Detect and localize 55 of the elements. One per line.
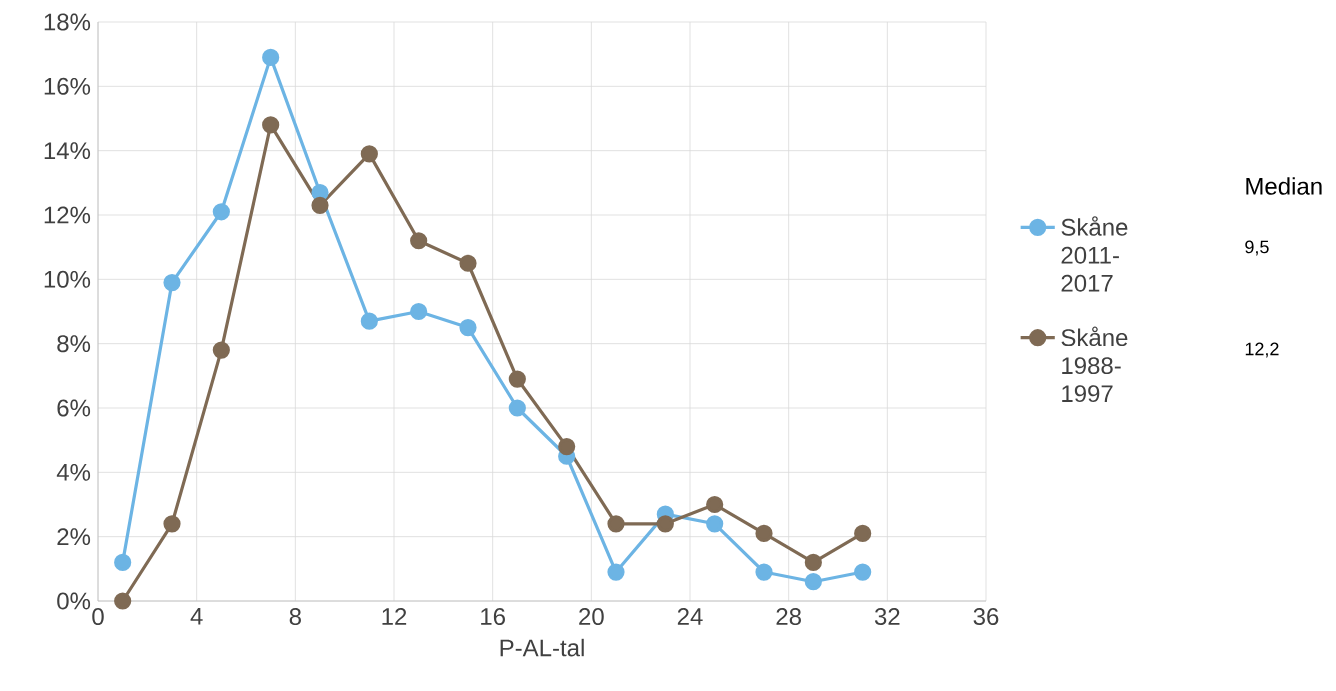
point [854,524,872,543]
legend-label: Skåne 2011-2017 [1061,216,1128,292]
x-tick-label: 16 [481,608,505,626]
y-tick-label: 6% [57,399,91,417]
point [212,341,230,359]
x-tick-label: 0 [92,608,104,626]
text: Median [1246,177,1322,195]
point [262,48,280,66]
point [163,273,181,292]
point [410,232,428,250]
point [804,573,822,591]
point [804,553,822,571]
point [656,515,674,533]
y-tick-label: 14% [44,142,91,160]
x-tick-label: 32 [874,608,900,626]
point [360,312,378,330]
text: 9,5 [1245,240,1269,256]
y-tick-label: 12% [44,206,91,224]
point [755,563,773,581]
point [706,495,724,514]
point [607,563,625,581]
x-axis-title: P-AL-tal [500,638,584,657]
x-tick-label: 36 [973,608,999,626]
point [163,515,181,533]
point [558,438,576,456]
x-tick-label: 24 [677,608,703,625]
y-tick-label: 0% [57,592,91,610]
x-tick-label: 4 [190,608,203,625]
y-tick-label: 16% [44,77,91,95]
point [459,254,477,272]
y-tick-label: 8% [57,335,91,353]
point [311,196,329,214]
x-tick-label: 28 [776,608,801,626]
y-tick-label: 4% [56,463,91,481]
point [212,203,230,221]
y-tick-label: 10% [44,270,91,288]
y-tick-label: 2% [57,528,91,546]
legend-label: Skåne 1988-1997 [1061,326,1128,403]
point [508,399,526,417]
point [508,370,526,388]
point [755,524,773,543]
point [360,145,378,163]
x-tick-label: 8 [289,608,301,626]
point [410,302,428,321]
point [706,515,724,533]
point [854,563,872,581]
x-tick-label: 12 [382,608,407,625]
text: 12,2 [1245,342,1279,358]
point [114,592,132,610]
point [262,116,280,134]
point [607,515,625,533]
x-tick-label: 20 [579,608,604,626]
point [114,553,132,571]
y-tick-label: 18% [44,13,91,31]
point [459,318,477,337]
